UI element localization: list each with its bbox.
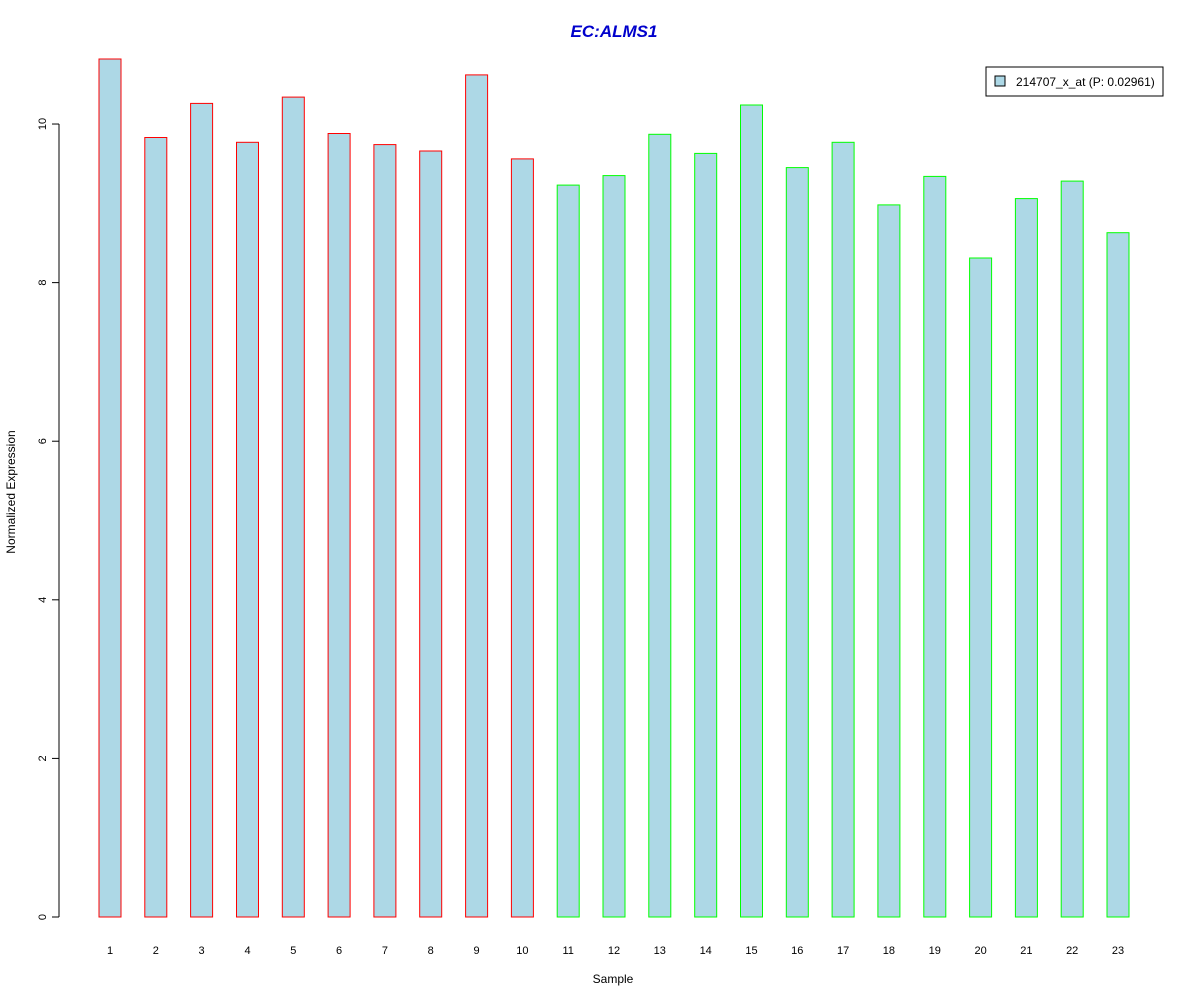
x-tick-label: 18 (883, 945, 895, 957)
bar-sample-14 (694, 152, 718, 918)
y-tick-label: 8 (37, 280, 49, 286)
x-tick-label: 2 (153, 945, 159, 957)
x-tick-label: 14 (700, 945, 712, 957)
bar-sample-17 (831, 141, 855, 918)
x-tick-label: 12 (608, 945, 620, 957)
bar-sample-20 (969, 257, 993, 918)
bar-sample-9 (465, 74, 489, 918)
x-axis-tick-labels: 1 2 3 4 5 6 7 8 9 10 11 12 13 14 15 16 17 18 19 20 21 22 23 (107, 945, 1124, 957)
x-tick-label: 1 (107, 945, 113, 957)
legend: 214707_x_at (P: 0.02961) (985, 66, 1164, 97)
x-tick-label: 21 (1020, 945, 1032, 957)
x-tick-label: 23 (1112, 945, 1124, 957)
bar-sample-2 (144, 137, 168, 918)
bar-sample-3 (190, 102, 214, 918)
bars (98, 58, 1130, 918)
x-tick-label: 10 (516, 945, 528, 957)
x-tick-label: 20 (974, 945, 986, 957)
bar-sample-13 (648, 133, 672, 918)
legend-label: 214707_x_at (P: 0.02961) (1016, 75, 1155, 89)
x-tick-label: 9 (474, 945, 480, 957)
x-tick-label: 3 (199, 945, 205, 957)
y-tick-label: 4 (37, 597, 49, 603)
bar-sample-10 (510, 158, 534, 918)
y-axis: 0 2 4 6 8 10 (37, 118, 60, 920)
x-tick-label: 13 (654, 945, 666, 957)
y-tick-label: 6 (37, 438, 49, 444)
bar-sample-7 (373, 144, 397, 918)
bar-sample-1 (98, 58, 122, 918)
chart-title: EC:ALMS1 (571, 22, 658, 41)
bar-sample-16 (785, 167, 809, 918)
x-tick-label: 22 (1066, 945, 1078, 957)
bar-sample-19 (923, 175, 947, 918)
legend-box (985, 66, 1164, 97)
x-tick-label: 8 (428, 945, 434, 957)
x-tick-label: 17 (837, 945, 849, 957)
bar-sample-11 (556, 184, 580, 918)
bar-sample-12 (602, 175, 626, 918)
x-tick-label: 5 (290, 945, 296, 957)
x-axis-title: Sample (593, 972, 634, 986)
y-axis-title: Normalized Expression (4, 430, 18, 553)
x-tick-label: 6 (336, 945, 342, 957)
y-tick-label: 10 (37, 118, 49, 130)
x-tick-label: 19 (929, 945, 941, 957)
x-tick-label: 11 (562, 945, 573, 957)
y-tick-label: 2 (37, 755, 49, 761)
bar-sample-8 (419, 150, 443, 918)
bar-sample-23 (1106, 232, 1130, 918)
bar-sample-5 (281, 96, 305, 918)
x-tick-label: 7 (382, 945, 388, 957)
bar-sample-15 (740, 104, 763, 918)
x-tick-label: 15 (745, 945, 757, 957)
x-tick-label: 16 (791, 945, 803, 957)
x-tick-label: 4 (244, 945, 250, 957)
bar-sample-4 (236, 141, 259, 918)
legend-swatch (994, 75, 1006, 87)
bar-sample-22 (1060, 180, 1084, 918)
bar-sample-21 (1014, 198, 1038, 918)
bar-sample-18 (877, 204, 901, 918)
y-tick-label: 0 (37, 914, 49, 920)
bar-sample-6 (327, 133, 351, 918)
